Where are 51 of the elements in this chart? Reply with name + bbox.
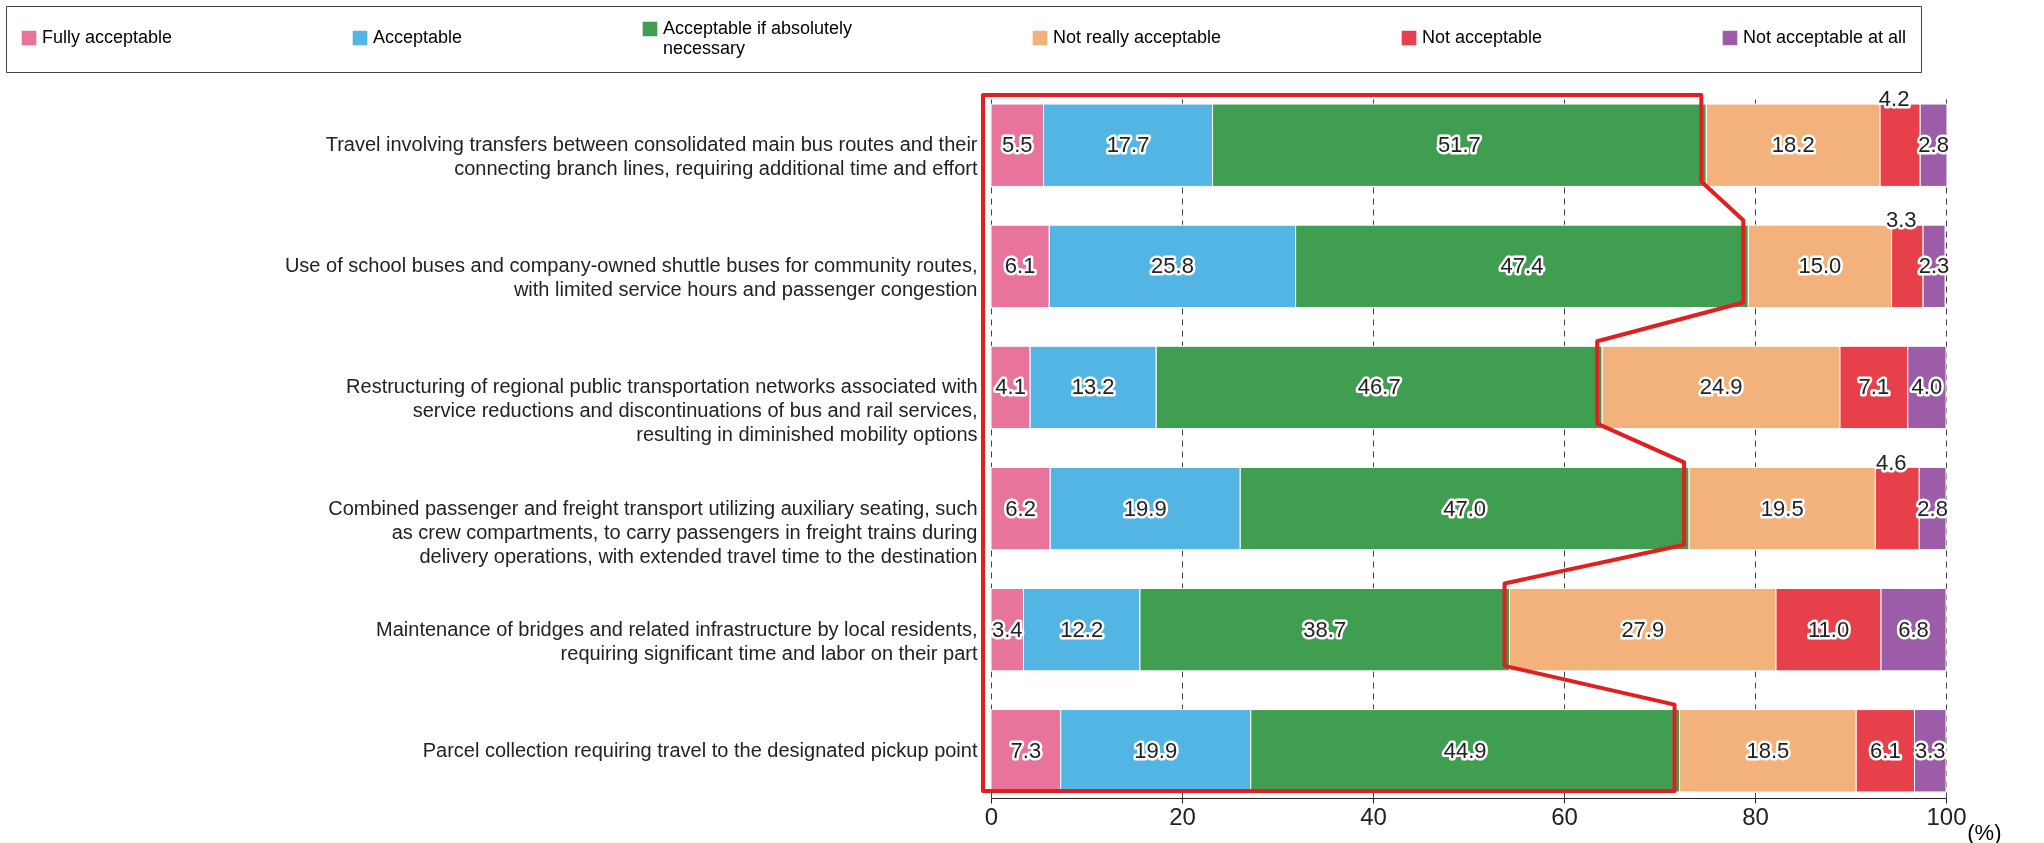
data-label: 5.5 [1001,132,1033,158]
legend-label: Not really acceptable [1053,26,1222,47]
data-label: 44.9 [1443,737,1487,763]
data-label: 27.9 [1621,616,1665,642]
y-tick-label: Combined passenger and freight transport utilizing auxiliary seating, such as crew compartments, to carry passengers in freight trains during delivery operations, with extended travel time to the destination [328,496,978,567]
legend-label: Acceptable if absolutely necessary [663,18,853,58]
data-label: 4.1 [995,374,1026,400]
data-label: 38.7 [1303,616,1347,642]
data-label: 15.0 [1798,253,1842,279]
data-label: 24.9 [1699,374,1743,400]
data-label: 25.8 [1151,253,1194,279]
data-label: 3.3 [1914,737,1946,763]
data-label: 17.7 [1106,132,1150,158]
x-tick-label: 40 [1360,802,1387,830]
data-label: 19.5 [1760,495,1804,521]
data-label: 47.0 [1443,495,1487,521]
legend-label: Acceptable [373,26,463,47]
x-tick-label: 60 [1551,802,1578,830]
data-label: 6.2 [1005,495,1036,521]
data-label: 6.1 [1004,253,1036,279]
data-label: 7.1 [1858,374,1890,400]
data-label: 3.4 [991,616,1023,642]
y-tick-label: Use of school buses and company-owned shuttle buses for community routes, with limited service hours and passenger congestion [284,254,978,301]
x-tick-label: 20 [1169,802,1196,830]
data-label: 46.7 [1357,374,1401,400]
data-label: 6.1 [1870,737,1901,763]
data-label: 19.9 [1134,737,1178,763]
data-label: 4.0 [1911,374,1943,400]
data-label: 4.2 [1878,86,1910,112]
data-label: 3.3 [1886,207,1917,233]
data-label: 19.9 [1123,495,1167,521]
y-tick-label: Travel involving transfers between consolidated main bus routes and their connecting branch lines, requiring additional time and effort [325,133,978,180]
data-label: 11.0 [1807,616,1850,642]
legend-label: Fully acceptable [42,26,173,47]
legend-label: Not acceptable at all [1743,26,1907,47]
y-tick-label: Parcel collection requiring travel to the designated pickup point [422,738,978,761]
y-tick-label: Restructuring of regional public transportation networks associated with service reductions and discontinuations of bus and rail services, resulting in diminished mobility options [346,375,978,446]
data-label: 18.5 [1746,737,1790,763]
data-label: 6.8 [1898,616,1929,642]
x-tick-label: 80 [1742,802,1769,830]
data-label: 13.2 [1071,374,1115,400]
y-tick-label: Maintenance of bridges and related infrastructure by local residents, requiring significant time and labor on their part [376,617,978,664]
data-label: 12.2 [1060,616,1104,642]
data-label: 51.7 [1438,132,1481,158]
data-label: 18.2 [1771,132,1815,158]
legend-label: Not acceptable [1422,26,1543,47]
x-tick-label: 100 [1926,802,1967,830]
data-label: 47.4 [1500,253,1544,279]
x-tick-label: 0 [984,802,999,830]
data-label: 4.6 [1876,449,1907,475]
data-label: 7.3 [1010,737,1042,763]
